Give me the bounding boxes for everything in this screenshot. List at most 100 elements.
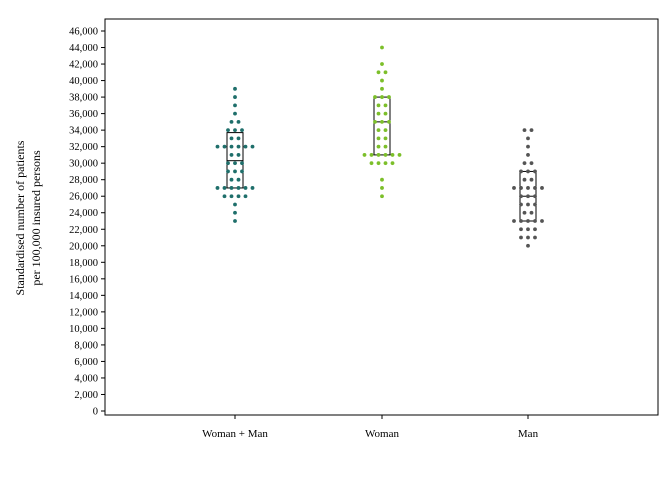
data-point	[362, 153, 367, 157]
data-point	[380, 119, 384, 124]
data-point	[376, 136, 381, 141]
data-point	[519, 169, 523, 174]
y-tick-label: 32,000	[69, 142, 98, 153]
plot-frame	[104, 18, 659, 416]
data-point	[229, 144, 234, 149]
data-point	[229, 153, 234, 157]
data-point	[376, 144, 381, 149]
data-point	[250, 144, 255, 149]
data-point	[250, 186, 255, 190]
data-point	[233, 161, 237, 166]
series-group	[215, 86, 255, 223]
data-point	[519, 219, 523, 223]
data-point	[519, 227, 523, 232]
data-point	[533, 219, 537, 223]
y-axis-title-line-2: per 100,000 insured persons	[29, 150, 43, 286]
data-point	[240, 161, 244, 166]
data-point	[383, 70, 388, 75]
data-point	[533, 186, 537, 190]
y-tick-label: 12,000	[69, 307, 98, 318]
data-point	[540, 219, 544, 223]
data-point	[240, 169, 244, 174]
data-point	[529, 177, 534, 182]
y-tick-label: 40,000	[69, 76, 98, 87]
data-point	[533, 227, 537, 232]
data-point	[236, 144, 241, 149]
y-tick-label: 16,000	[69, 274, 98, 285]
y-tick-label: 14,000	[69, 291, 98, 302]
data-point	[236, 136, 241, 141]
data-point	[215, 186, 220, 190]
data-point	[522, 210, 527, 215]
data-point	[526, 202, 530, 207]
data-point	[390, 153, 395, 157]
data-point	[387, 119, 391, 124]
data-point	[387, 95, 391, 99]
data-point	[373, 119, 377, 124]
data-point	[369, 161, 374, 166]
data-point	[233, 111, 237, 116]
data-point	[383, 136, 388, 141]
y-tick-label: 8,000	[74, 340, 98, 351]
data-point	[397, 153, 402, 157]
data-point	[226, 128, 230, 133]
data-point	[512, 219, 516, 223]
data-point	[522, 128, 527, 133]
data-point	[236, 119, 241, 124]
data-point	[243, 186, 248, 190]
data-point	[383, 144, 388, 149]
data-point	[380, 62, 384, 66]
data-point	[533, 194, 537, 199]
data-point	[236, 177, 241, 182]
data-point	[380, 95, 384, 99]
data-point	[233, 202, 237, 207]
y-tick-label: 4,000	[74, 373, 98, 384]
y-tick-label: 20,000	[69, 241, 98, 252]
data-point	[233, 95, 237, 99]
data-point	[376, 153, 381, 157]
data-point	[526, 227, 530, 232]
y-tick-label: 0	[93, 407, 98, 418]
data-point	[222, 186, 227, 190]
data-point	[526, 186, 530, 190]
data-point	[526, 235, 530, 240]
data-point	[526, 144, 530, 149]
data-point	[519, 235, 523, 240]
data-point	[383, 128, 388, 133]
x-category-label: Man	[518, 428, 539, 440]
data-point	[226, 169, 230, 174]
data-point	[383, 111, 388, 116]
data-point	[233, 219, 237, 223]
data-point	[383, 103, 388, 108]
x-axis: Woman + Man Woman Man	[202, 415, 539, 440]
data-point	[526, 169, 530, 174]
data-point	[529, 128, 534, 133]
data-point	[533, 169, 537, 174]
y-tick-label: 30,000	[69, 159, 98, 170]
x-category-label: Woman + Man	[202, 428, 268, 440]
data-point	[533, 202, 537, 207]
data-point	[522, 161, 527, 166]
data-point	[540, 186, 544, 190]
data-point	[376, 128, 381, 133]
y-tick-label: 22,000	[69, 225, 98, 236]
iqr-box	[373, 96, 391, 156]
data-point	[236, 194, 241, 199]
y-tick-label: 2,000	[74, 390, 98, 401]
data-point	[233, 128, 237, 133]
y-tick-label: 24,000	[69, 208, 98, 219]
data-point	[229, 136, 234, 141]
series-group	[512, 128, 544, 248]
y-axis-title-line-1: Standardised number of patients	[13, 140, 27, 295]
data-point	[529, 210, 534, 215]
data-point	[233, 169, 237, 174]
data-point	[519, 202, 523, 207]
y-tick-label: 34,000	[69, 126, 98, 137]
data-point	[526, 243, 530, 248]
data-point	[215, 144, 220, 149]
data-point	[240, 128, 244, 133]
data-point	[380, 177, 384, 182]
data-point	[526, 219, 530, 223]
y-tick-label: 6,000	[74, 357, 98, 368]
